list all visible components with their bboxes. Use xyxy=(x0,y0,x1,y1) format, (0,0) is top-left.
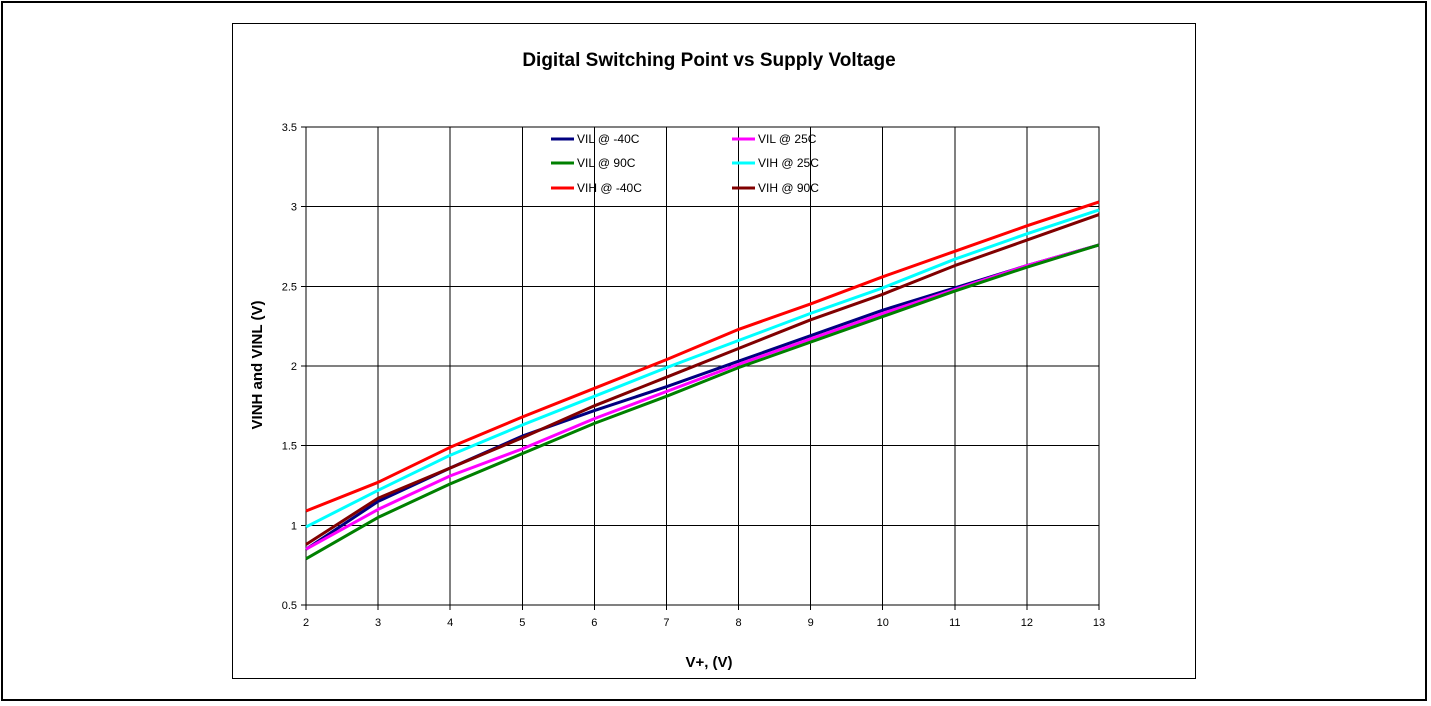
x-tick-label: 6 xyxy=(591,617,597,629)
x-tick-label: 7 xyxy=(663,617,669,629)
x-tick-label: 10 xyxy=(877,617,889,629)
x-tick-label: 13 xyxy=(1093,617,1105,629)
legend-label: VIH @ -40C xyxy=(577,181,642,195)
legend-label: VIL @ 25C xyxy=(758,132,817,146)
tick-labels: 2 3 4 5 6 7 8 9 10 11 12 13 0.5 1 1.5 2 2.5 3 3.5 xyxy=(282,122,1105,629)
series-line xyxy=(305,213,1100,546)
chart-title: Digital Switching Point vs Supply Voltag… xyxy=(522,50,895,71)
grid xyxy=(301,126,1100,610)
y-axis-title: VINH and VINL (V) xyxy=(249,301,266,430)
x-tick-label: 11 xyxy=(949,617,960,629)
series-line xyxy=(305,243,1100,561)
plot-area-border xyxy=(305,126,1100,606)
series-line xyxy=(305,243,1100,551)
x-tick-label: 5 xyxy=(519,617,525,629)
y-tick-label: 2 xyxy=(291,361,297,373)
x-tick-label: 12 xyxy=(1021,617,1033,629)
x-axis-title: V+, (V) xyxy=(685,654,732,671)
legend-label: VIL @ 90C xyxy=(577,156,636,170)
legend-label: VIH @ 25C xyxy=(758,156,819,170)
x-tick-label: 2 xyxy=(303,617,309,629)
y-tick-label: 1.5 xyxy=(282,441,297,453)
x-tick-label: 9 xyxy=(808,617,814,629)
legend: VIL @ -40C VIL @ 25C VIL @ 90C VIH @ 25C VIH… xyxy=(551,132,819,195)
x-tick-label: 3 xyxy=(375,617,381,629)
x-tick-label: 8 xyxy=(735,617,741,629)
series-line xyxy=(305,208,1100,529)
series-line xyxy=(305,200,1100,513)
chart-frame xyxy=(232,23,1196,679)
y-tick-label: 1 xyxy=(291,520,297,532)
legend-label: VIL @ -40C xyxy=(577,132,640,146)
series-line xyxy=(305,243,1100,551)
y-tick-label: 2.5 xyxy=(282,281,297,293)
legend-label: VIH @ 90C xyxy=(758,181,819,195)
y-tick-label: 3 xyxy=(291,202,297,214)
x-tick-label: 4 xyxy=(447,617,453,629)
y-tick-label: 3.5 xyxy=(282,122,297,134)
y-tick-label: 0.5 xyxy=(282,600,297,612)
series-lines xyxy=(305,200,1100,561)
